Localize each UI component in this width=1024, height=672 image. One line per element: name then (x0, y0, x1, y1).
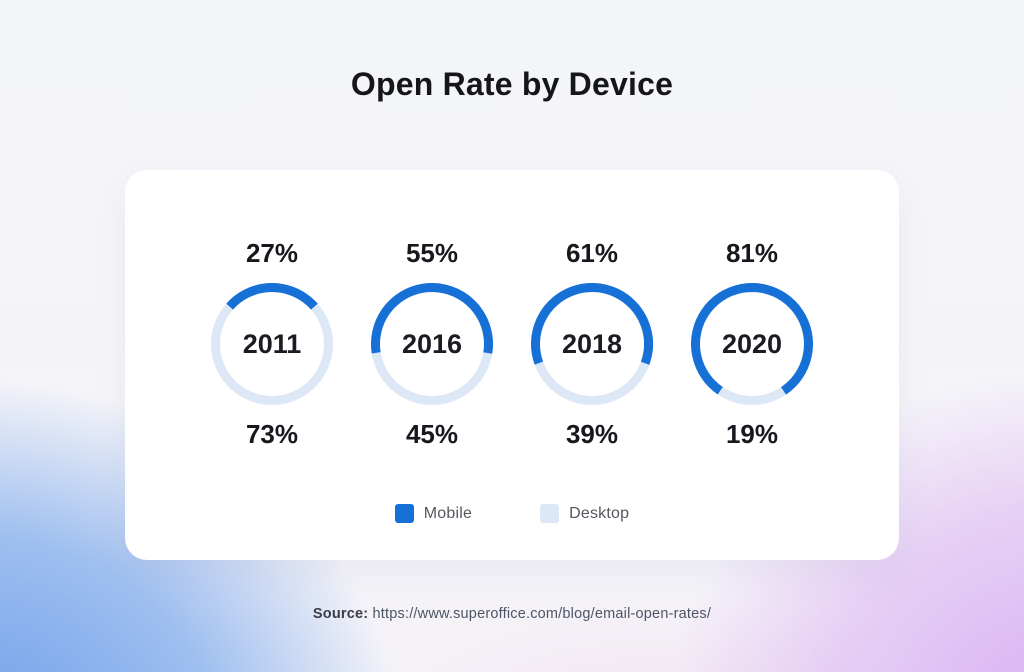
donut-column: 81% 2020 19% (691, 238, 813, 449)
year-label: 2020 (721, 328, 783, 359)
donut-chart: 2016 (371, 283, 493, 405)
donut-ring (691, 283, 813, 405)
donut-ring (531, 283, 653, 405)
source-line: Source: https://www.superoffice.com/blog… (0, 606, 1024, 622)
page-title: Open Rate by Device (350, 66, 674, 102)
mobile-percent-label: 61% (565, 238, 619, 268)
desktop-percent-label: 39% (565, 419, 619, 449)
donut-column: 27% 2011 73% (211, 238, 333, 449)
mobile-percent-label: 55% (405, 238, 459, 268)
legend: Mobile Desktop (125, 504, 899, 523)
donut-column: 61% 2018 39% (531, 238, 653, 449)
source-url: https://www.superoffice.com/blog/email-o… (372, 606, 712, 622)
donut-chart: 2011 (211, 283, 333, 405)
source-label: Source: (312, 606, 369, 622)
year-label: 2011 (242, 328, 302, 359)
year-label: 2016 (401, 328, 463, 359)
legend-label-desktop: Desktop (569, 504, 630, 522)
legend-item-desktop: Desktop (540, 504, 629, 523)
donut-chart: 2018 (531, 283, 653, 405)
donut-column: 55% 2016 45% (371, 238, 493, 449)
donut-ring (211, 283, 333, 405)
desktop-percent-label: 19% (725, 419, 779, 449)
mobile-percent-label: 81% (725, 238, 779, 268)
legend-swatch-desktop (540, 504, 560, 523)
desktop-percent-label: 73% (245, 419, 299, 449)
donut-chart: 2020 (691, 283, 813, 405)
year-label: 2018 (561, 328, 623, 359)
desktop-percent-label: 45% (405, 419, 459, 449)
donut-row: 27% 2011 73% 55% 2016 45% 61% 2018 39% 81% 2020 19% (125, 238, 899, 449)
legend-label-mobile: Mobile (423, 504, 473, 522)
legend-item-mobile: Mobile (394, 504, 473, 523)
donut-ring (371, 283, 493, 405)
legend-swatch-mobile (394, 504, 414, 523)
chart-card: 27% 2011 73% 55% 2016 45% 61% 2018 39% 81% 2020 19%… (125, 170, 899, 560)
mobile-percent-label: 27% (245, 238, 299, 268)
